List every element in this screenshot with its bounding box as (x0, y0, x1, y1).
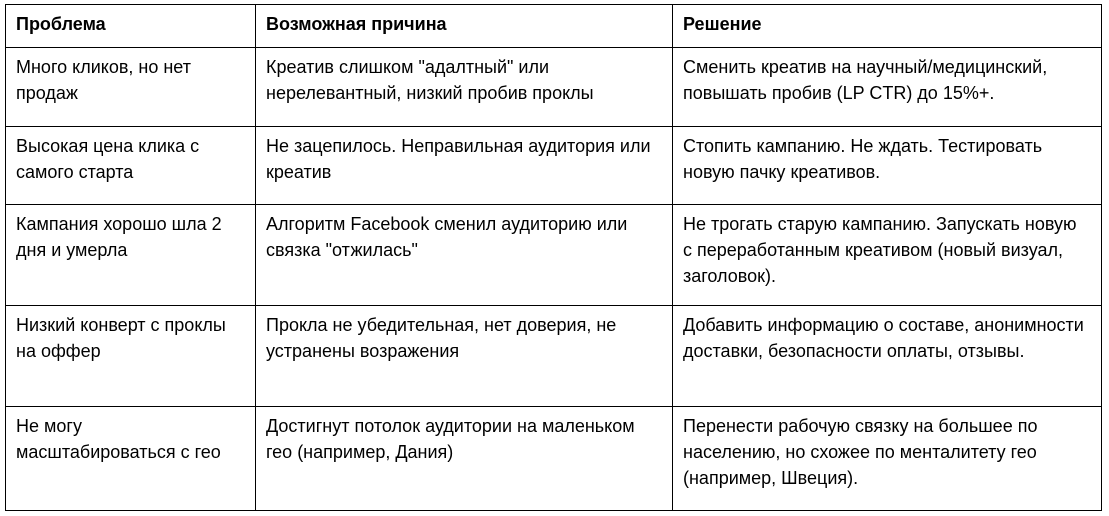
table-row: Кампания хорошо шла 2 дня и умерла Алгор… (5, 204, 1102, 306)
header-cell-problem: Проблема (5, 4, 256, 48)
table-row: Низкий конверт с проклы на оффер Прокла … (5, 305, 1102, 407)
header-cell-solution: Решение (672, 4, 1102, 48)
solution-cell: Перенести рабочую связку на большее по н… (672, 406, 1102, 511)
problem-cell: Много кликов, но нет продаж (5, 47, 256, 127)
header-cell-cause: Возможная причина (255, 4, 673, 48)
problem-cell: Кампания хорошо шла 2 дня и умерла (5, 204, 256, 306)
table-row: Высокая цена клика с самого старта Не за… (5, 126, 1102, 205)
solution-cell: Добавить информацию о составе, анонимнос… (672, 305, 1102, 407)
troubleshooting-table: Проблема Возможная причина Решение Много… (5, 4, 1102, 511)
header-row: Проблема Возможная причина Решение (5, 4, 1102, 48)
cause-cell: Не зацепилось. Неправильная аудитория ил… (255, 126, 673, 205)
table-row: Много кликов, но нет продаж Креатив слиш… (5, 47, 1102, 127)
problem-cell: Низкий конверт с проклы на оффер (5, 305, 256, 407)
cause-cell: Прокла не убедительная, нет доверия, не … (255, 305, 673, 407)
cause-cell: Алгоритм Facebook сменил аудиторию или с… (255, 204, 673, 306)
problem-cell: Не могу масштабироваться с гео (5, 406, 256, 511)
table-row: Не могу масштабироваться с гео Достигнут… (5, 406, 1102, 511)
solution-cell: Не трогать старую кампанию. Запускать но… (672, 204, 1102, 306)
solution-cell: Стопить кампанию. Не ждать. Тестировать … (672, 126, 1102, 205)
cause-cell: Достигнут потолок аудитории на маленьком… (255, 406, 673, 511)
cause-cell: Креатив слишком "адалтный" или нерелеван… (255, 47, 673, 127)
solution-cell: Сменить креатив на научный/медицинский, … (672, 47, 1102, 127)
problem-cell: Высокая цена клика с самого старта (5, 126, 256, 205)
